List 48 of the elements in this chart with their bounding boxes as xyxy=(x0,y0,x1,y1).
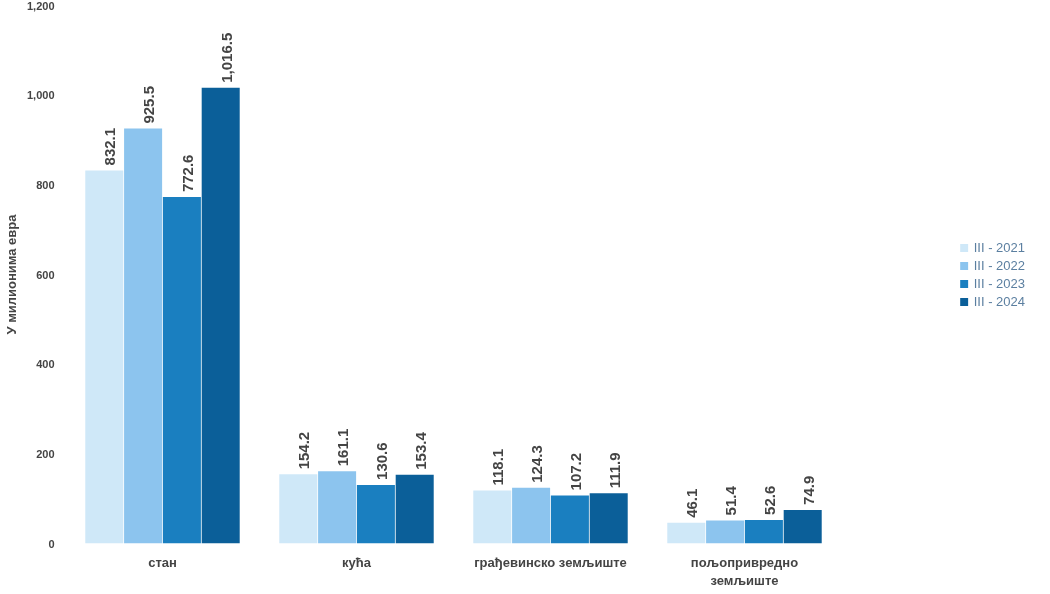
bar xyxy=(356,484,395,544)
data-label: 124.3 xyxy=(528,445,546,483)
bar xyxy=(85,170,124,544)
bar xyxy=(512,487,551,544)
y-tick-label: 0 xyxy=(48,537,55,550)
data-label: 51.4 xyxy=(722,485,740,516)
data-label: 118.1 xyxy=(489,448,507,486)
x-tick-label: пољопривредно земљиште xyxy=(690,554,799,588)
legend-label: III - 2024 xyxy=(973,293,1025,309)
data-label: 161.1 xyxy=(334,428,352,467)
bar xyxy=(162,197,201,544)
y-tick-label: 1,200 xyxy=(26,0,55,12)
bar xyxy=(318,471,357,544)
data-label: 154.2 xyxy=(295,431,313,470)
y-tick-label: 1,000 xyxy=(26,89,55,102)
x-tick-label: стан xyxy=(148,554,177,570)
bar xyxy=(744,519,783,544)
x-tick-label: грађевинско земљиште xyxy=(474,554,627,570)
bar xyxy=(124,128,163,544)
bar xyxy=(783,509,822,544)
data-label: 1,016.5 xyxy=(217,32,235,83)
legend-label: III - 2021 xyxy=(973,239,1025,255)
bar xyxy=(667,522,706,544)
bar xyxy=(550,495,589,544)
x-tick-label: кућа xyxy=(342,554,372,570)
data-label: 46.1 xyxy=(683,488,701,518)
bar xyxy=(395,474,434,544)
y-tick-label: 800 xyxy=(36,178,55,191)
bar xyxy=(279,474,318,544)
y-tick-label: 400 xyxy=(36,358,55,371)
data-label: 74.9 xyxy=(799,475,817,505)
y-axis-title: У милионима евра xyxy=(3,213,19,335)
legend-label: III - 2023 xyxy=(973,275,1025,291)
bar xyxy=(706,520,745,544)
data-label: 107.2 xyxy=(566,452,584,491)
data-label: 52.6 xyxy=(760,485,778,515)
data-label: 130.6 xyxy=(372,442,390,480)
bar xyxy=(201,87,240,544)
y-tick-label: 200 xyxy=(36,447,55,460)
bar xyxy=(473,490,512,544)
y-tick-label: 600 xyxy=(36,268,55,281)
data-label: 153.4 xyxy=(411,431,429,470)
bar xyxy=(589,493,628,544)
data-label: 925.5 xyxy=(140,86,158,124)
legend-label: III - 2022 xyxy=(973,257,1025,273)
data-label: 111.9 xyxy=(605,452,623,489)
data-label: 772.6 xyxy=(178,154,196,193)
data-label: 832.1 xyxy=(101,127,119,166)
